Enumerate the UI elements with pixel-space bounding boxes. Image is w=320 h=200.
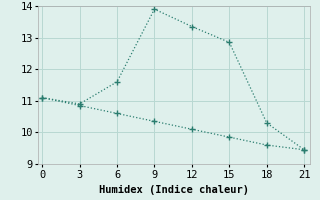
X-axis label: Humidex (Indice chaleur): Humidex (Indice chaleur)	[100, 185, 249, 195]
